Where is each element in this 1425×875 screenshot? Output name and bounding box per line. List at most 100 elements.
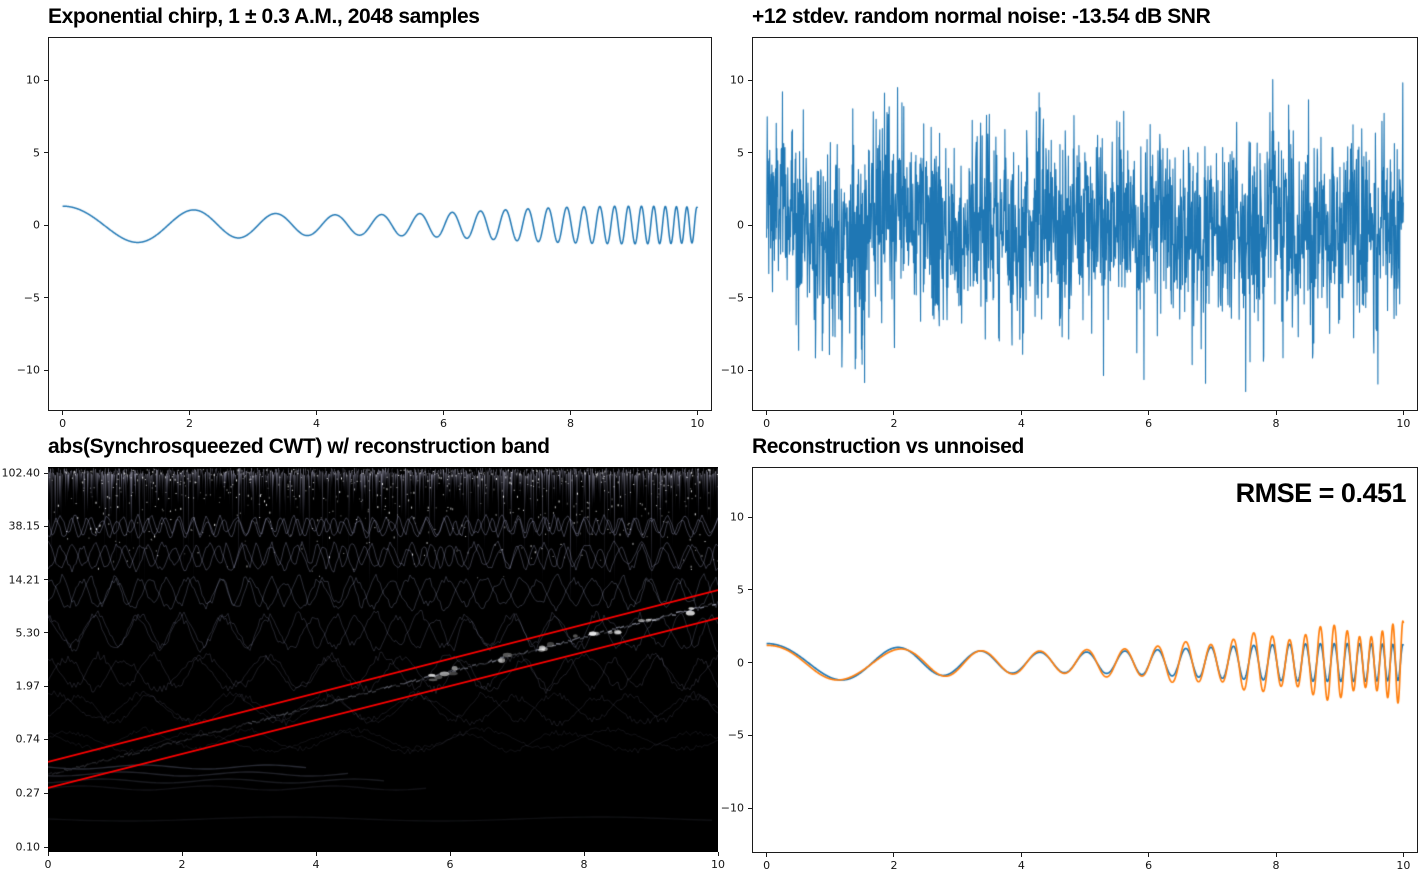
y-tick-label: 1.97	[15, 679, 41, 693]
y-tickmark	[748, 79, 752, 81]
y-tickmark	[748, 297, 752, 298]
y-tick-label: 0.74	[15, 732, 41, 746]
x-tick-label: 6	[439, 417, 447, 430]
y-tickmark	[748, 516, 752, 518]
y-tick-label: −5	[23, 291, 40, 304]
y-tick-label: −5	[727, 291, 744, 304]
x-tick-label: 10	[1396, 859, 1411, 872]
x-tick-label: 2	[890, 859, 898, 872]
y-tick-label: 5	[737, 146, 744, 159]
x-tick-label: 2	[186, 417, 194, 430]
y-tickmark	[44, 579, 48, 581]
x-tickmark	[569, 411, 571, 415]
y-tickmark	[748, 589, 752, 591]
x-tickmark	[442, 411, 444, 415]
y-tickmark	[748, 369, 752, 371]
x-tickmark	[62, 411, 64, 415]
x-tick-label: 0	[59, 417, 67, 430]
x-tickmark	[189, 411, 191, 415]
y-tickmark	[748, 662, 752, 663]
sst-cwt-plot	[48, 467, 718, 852]
x-tick-label: 6	[1145, 417, 1153, 430]
y-tick-label: 102.40	[1, 466, 41, 480]
x-tick-label: 8	[1272, 417, 1280, 430]
y-tickmark	[44, 472, 48, 474]
y-tick-label: 14.21	[8, 573, 41, 587]
sst-cwt-plot-canvas	[48, 467, 718, 852]
x-tickmark	[316, 411, 318, 415]
chirp-plot	[48, 37, 712, 411]
x-tick-label: 4	[1017, 859, 1025, 872]
y-tick-label: −10	[16, 363, 40, 377]
x-tick-label: 0	[763, 859, 771, 872]
x-tickmark	[893, 411, 895, 415]
y-tickmark	[44, 79, 48, 81]
y-tick-label: 10	[730, 73, 744, 87]
y-tick-label: 5	[737, 583, 744, 597]
y-tick-label: −10	[720, 363, 744, 377]
x-tickmark	[47, 852, 49, 856]
x-tick-label: 4	[1017, 417, 1025, 430]
x-tickmark	[583, 852, 585, 856]
x-tickmark	[449, 852, 451, 856]
x-tick-label: 6	[1145, 859, 1153, 872]
x-tickmark	[1402, 411, 1404, 415]
y-tick-label: 0	[33, 218, 40, 232]
x-tickmark	[717, 852, 719, 856]
x-tickmark	[1020, 411, 1022, 415]
y-tickmark	[748, 224, 752, 226]
rmse-annotation: RMSE = 0.451	[1235, 478, 1407, 508]
x-tickmark	[1275, 853, 1277, 857]
x-tick-label: 2	[890, 417, 898, 430]
y-tickmark	[44, 792, 48, 794]
y-tick-label: 10	[26, 73, 40, 87]
x-tick-label: 6	[446, 858, 454, 871]
y-tick-label: 5	[33, 146, 40, 159]
x-tick-label: 10	[1396, 417, 1411, 430]
y-tickmark	[44, 297, 48, 298]
y-tickmark	[44, 846, 48, 848]
x-tick-label: 10	[690, 417, 705, 430]
x-tick-label: 8	[580, 858, 588, 871]
x-tick-label: 2	[178, 858, 186, 871]
y-tickmark	[44, 152, 48, 153]
y-tick-label: 0.27	[15, 786, 41, 800]
y-tick-label: 38.15	[8, 519, 41, 533]
y-tick-label: 0	[737, 218, 744, 232]
x-tickmark	[696, 411, 698, 415]
y-tickmark	[748, 734, 752, 736]
x-tickmark	[181, 852, 183, 856]
y-tickmark	[748, 152, 752, 153]
y-tick-label: 5.30	[15, 626, 41, 640]
plot-title-reconstruction: Reconstruction vs unnoised	[752, 435, 1024, 458]
chirp-plot-canvas	[48, 37, 712, 411]
x-tick-label: 8	[1272, 859, 1280, 872]
x-tick-label: 4	[312, 858, 320, 871]
x-tickmark	[1275, 411, 1277, 415]
plot-title-noise: +12 stdev. random normal noise: -13.54 d…	[752, 5, 1211, 28]
y-tick-label: 0.10	[15, 840, 41, 854]
noise-plot	[752, 37, 1418, 411]
x-tickmark	[1402, 853, 1404, 857]
x-tickmark	[1148, 411, 1150, 415]
y-tickmark	[748, 807, 752, 809]
x-tickmark	[766, 411, 768, 415]
y-tickmark	[44, 738, 48, 740]
x-tick-label: 10	[711, 858, 725, 871]
reconstruction-plot	[752, 467, 1418, 853]
y-tick-label: 0	[737, 656, 744, 669]
reconstruction-plot-canvas	[752, 467, 1418, 853]
x-tick-label: 4	[313, 417, 321, 430]
plot-title-chirp: Exponential chirp, 1 ± 0.3 A.M., 2048 sa…	[48, 5, 480, 28]
x-tickmark	[893, 853, 895, 857]
y-tickmark	[44, 224, 48, 226]
x-tick-label: 0	[44, 858, 52, 871]
x-tickmark	[1020, 853, 1022, 857]
plot-title-sst-cwt: abs(Synchrosqueezed CWT) w/ reconstructi…	[48, 435, 550, 458]
x-tickmark	[1148, 853, 1150, 857]
noise-plot-canvas	[752, 37, 1418, 411]
x-tickmark	[766, 853, 768, 857]
y-tickmark	[44, 525, 48, 527]
x-tick-label: 0	[763, 417, 771, 430]
